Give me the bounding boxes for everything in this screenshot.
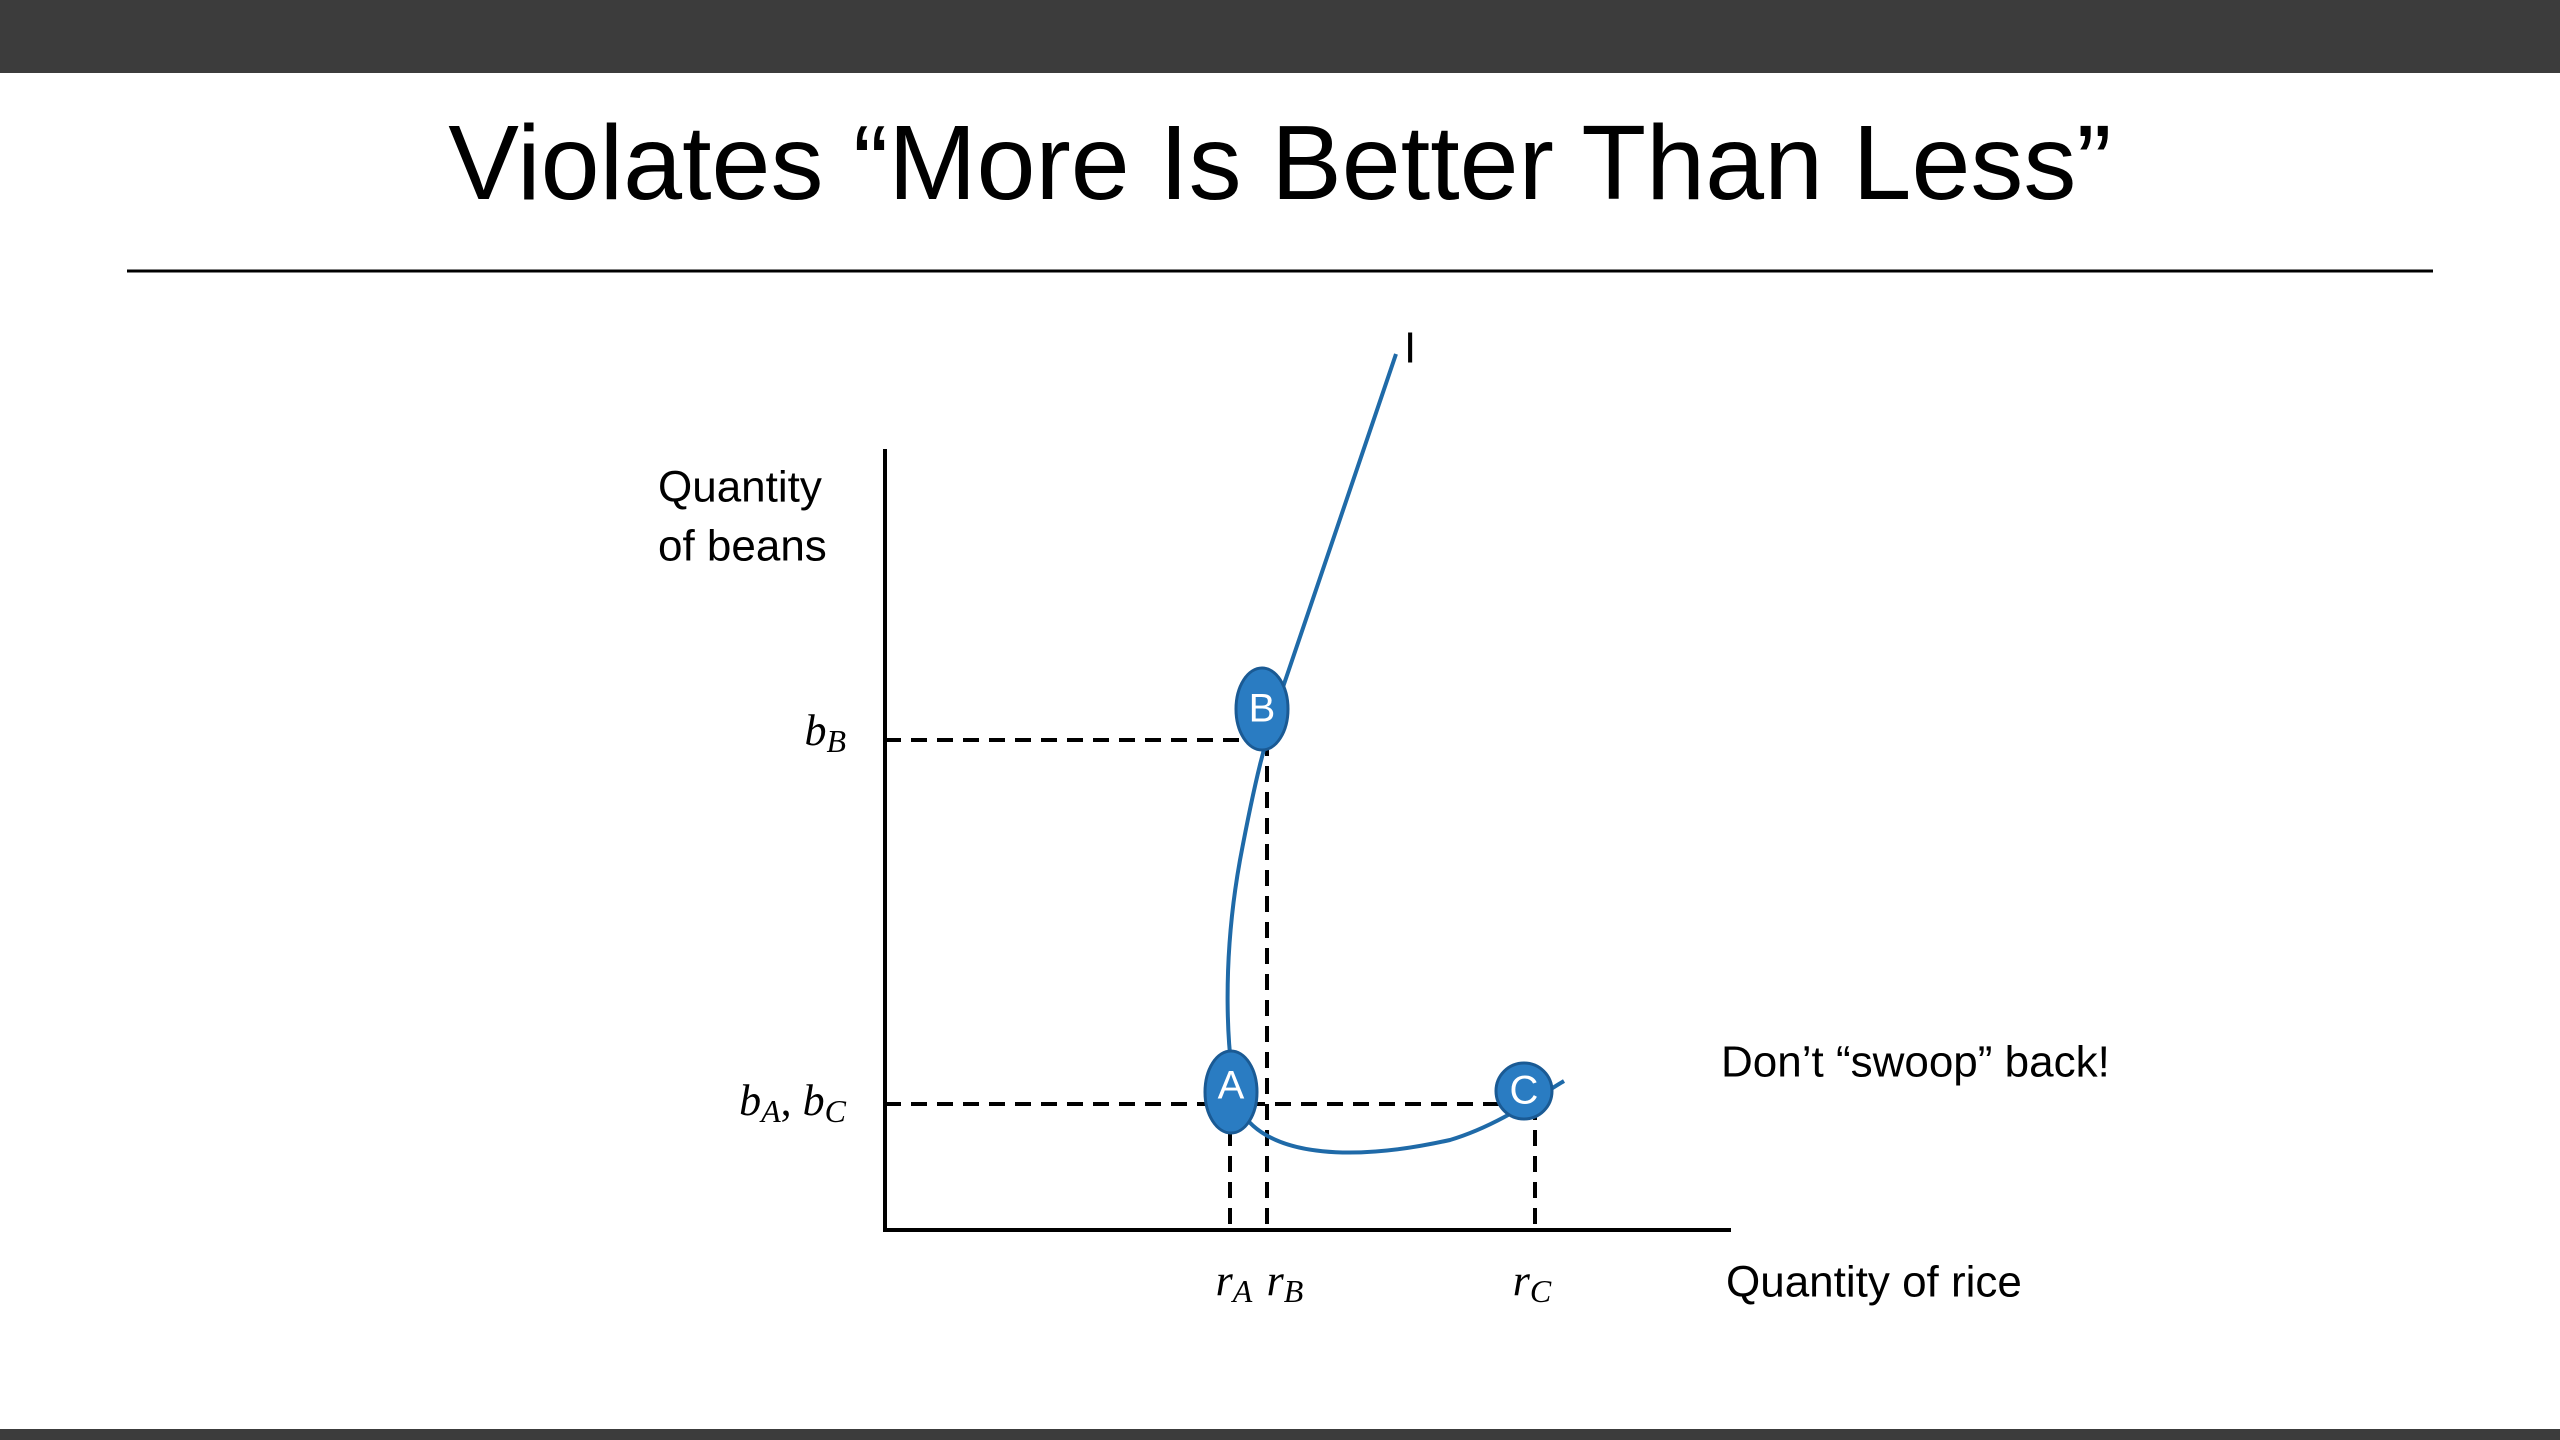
tick-label: rB​ [1267,1256,1304,1309]
symbol: b [804,706,826,755]
points: B A C [1203,666,1554,1135]
symbol: r [1216,1256,1234,1305]
symbol: b [739,1076,761,1125]
subscript: C [1530,1273,1552,1309]
indifference-curve [1225,353,1566,1155]
guides [885,738,1537,1230]
top-bar [0,0,2560,73]
tick-label: rC​ [1513,1256,1552,1309]
bottom-bar [0,1429,2560,1440]
x-axis-label: Quantity of rice [1726,1258,2022,1307]
symbol: b [803,1076,825,1125]
point-marker [1203,1049,1259,1135]
point-label: A [1218,1064,1245,1108]
subscript: B [1284,1273,1304,1309]
slide-title: Violates “More Is Better Than Less” [448,104,2111,222]
curve-label: I [1404,324,1416,373]
subscript: C [825,1093,847,1129]
symbol: r [1267,1256,1285,1305]
annotation: Don’t “swoop” back! [1721,1038,2110,1087]
subscript: A [1231,1273,1253,1309]
point-label: C [1510,1069,1539,1113]
y-axis-label: Quantity [658,463,822,512]
y-axis-label: of beans [658,522,827,571]
tick-label: rA​ [1216,1256,1253,1309]
point-label: B [1249,687,1276,731]
tick-labels: bB​ bA​, bC​ rA​ rB​ rC​ [739,706,1552,1309]
subscript: A [759,1093,781,1129]
symbol: r [1513,1256,1531,1305]
tick-label: bB​ [804,706,846,759]
point-marker [1494,1061,1554,1121]
tick-label: bA​, bC​ [739,1076,847,1129]
subscript: B [826,723,846,759]
point-marker [1234,666,1290,752]
separator: , [781,1076,803,1125]
